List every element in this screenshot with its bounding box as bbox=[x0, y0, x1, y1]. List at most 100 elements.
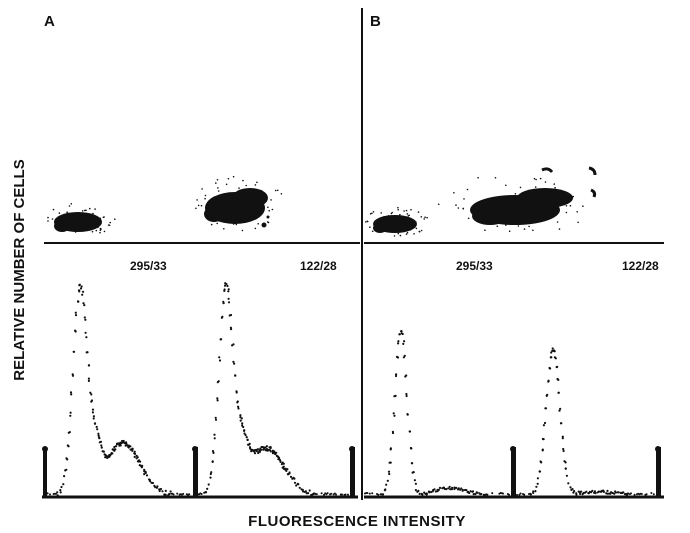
trace-dot bbox=[97, 434, 100, 437]
trace-dot bbox=[66, 214, 68, 217]
trace-dot bbox=[469, 490, 472, 493]
trace-dot bbox=[496, 225, 499, 228]
trace-dot bbox=[227, 177, 230, 180]
trace-dot bbox=[103, 230, 106, 233]
trace-dot bbox=[232, 360, 235, 363]
panel-label-a: A bbox=[44, 13, 55, 30]
trace-dot bbox=[406, 213, 409, 215]
trace-dot bbox=[508, 493, 510, 496]
trace-dot bbox=[246, 194, 249, 196]
trace-dot bbox=[462, 208, 465, 210]
trace-dot bbox=[652, 493, 655, 496]
trace-dot bbox=[133, 450, 136, 453]
trace-dot bbox=[532, 490, 535, 493]
trace-dot bbox=[515, 199, 517, 201]
trace-dot bbox=[330, 492, 333, 495]
trace-dot bbox=[410, 462, 413, 465]
trace-dot bbox=[225, 283, 228, 286]
trace-dot bbox=[242, 190, 244, 192]
trace-dot bbox=[200, 493, 203, 495]
trace-dot bbox=[415, 227, 418, 230]
trace-dot bbox=[542, 424, 546, 427]
trace-dot bbox=[71, 214, 74, 217]
trace-dot bbox=[457, 487, 460, 490]
trace-dot bbox=[256, 448, 260, 451]
trace-dot bbox=[541, 449, 544, 452]
trace-dot bbox=[474, 492, 477, 496]
trace-dot bbox=[232, 223, 235, 225]
trace-dot bbox=[217, 187, 219, 189]
trace-dot bbox=[385, 483, 388, 486]
trace-dot bbox=[71, 374, 75, 377]
trace-dot bbox=[393, 224, 395, 226]
trace-dot bbox=[168, 492, 171, 496]
trace-dot bbox=[579, 492, 582, 495]
trace-dot bbox=[394, 394, 397, 397]
trace-dot bbox=[74, 329, 77, 332]
trace-dot bbox=[58, 224, 60, 227]
trace-dot bbox=[86, 351, 89, 354]
trace-dot bbox=[226, 284, 229, 288]
trace-dot bbox=[214, 418, 218, 421]
trace-dot bbox=[255, 450, 258, 453]
trace-dot bbox=[582, 205, 584, 207]
trace-dot bbox=[209, 476, 212, 479]
trace-dot bbox=[216, 399, 219, 402]
trace-dot bbox=[453, 486, 456, 489]
trace-dot bbox=[453, 192, 455, 194]
trace-dot bbox=[518, 204, 520, 207]
trace-dot bbox=[562, 449, 565, 453]
trace-dot bbox=[220, 211, 222, 214]
trace-dot bbox=[402, 342, 405, 345]
trace-dot bbox=[518, 493, 521, 496]
trace-dot bbox=[461, 488, 464, 492]
trace-dot bbox=[408, 430, 412, 433]
trace-dot bbox=[81, 210, 84, 212]
trace-dot bbox=[288, 472, 291, 475]
trace-dot bbox=[580, 490, 583, 493]
trace-dot bbox=[527, 209, 529, 212]
trace-dot bbox=[455, 204, 457, 206]
trace-dot bbox=[505, 224, 507, 226]
trace-dot bbox=[555, 198, 558, 200]
trace-dot bbox=[242, 179, 244, 182]
trace-dot bbox=[399, 234, 402, 237]
trace-dot bbox=[74, 231, 77, 233]
trace-dot bbox=[262, 208, 265, 211]
trace-dot bbox=[556, 221, 559, 223]
trace-dot bbox=[47, 220, 49, 222]
trace-dot bbox=[437, 488, 440, 491]
trace-dot bbox=[293, 477, 296, 480]
trace-dot bbox=[85, 336, 88, 339]
trace-dot bbox=[477, 204, 480, 206]
trace-dot bbox=[400, 332, 403, 335]
trace-dot bbox=[172, 493, 175, 496]
trace-dot bbox=[465, 489, 468, 492]
trace-dot bbox=[544, 181, 547, 183]
trace-dot bbox=[468, 491, 471, 495]
trace-dot bbox=[114, 448, 117, 451]
trace-dot bbox=[410, 222, 413, 225]
trace-dot bbox=[569, 486, 572, 489]
trace-dot bbox=[560, 422, 563, 425]
trace-dot bbox=[396, 221, 399, 223]
trace-dot bbox=[398, 333, 401, 336]
trace-dot bbox=[593, 490, 597, 493]
trace-dot bbox=[393, 414, 396, 417]
trace-dot bbox=[392, 412, 395, 415]
trace-dot bbox=[72, 350, 76, 353]
trace-dot bbox=[559, 407, 562, 410]
trace-dot bbox=[553, 350, 556, 353]
trace-dot bbox=[538, 208, 540, 210]
trace-dot bbox=[89, 225, 91, 227]
marker-bar bbox=[193, 447, 198, 497]
trace-dot bbox=[280, 463, 283, 466]
trace-dot bbox=[293, 481, 297, 484]
trace-dot bbox=[528, 225, 530, 228]
marker-cap bbox=[510, 446, 516, 452]
trace-dot bbox=[323, 493, 325, 496]
trace-dot bbox=[577, 221, 579, 224]
trace-dot bbox=[176, 492, 179, 495]
trace-dot bbox=[472, 493, 475, 496]
trace-dot bbox=[204, 194, 207, 197]
